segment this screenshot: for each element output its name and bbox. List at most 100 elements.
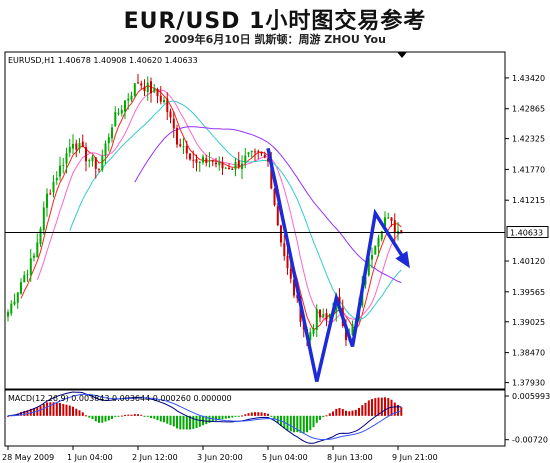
- macd-y-tick-label: -0.00720: [512, 436, 548, 445]
- candle-body: [120, 110, 123, 114]
- macd-histogram-bar: [328, 413, 331, 416]
- macd-histogram-bar: [319, 415, 321, 420]
- candle-body: [374, 245, 377, 255]
- y-tick-label: 1.40120: [512, 257, 545, 266]
- macd-histogram-bar: [260, 412, 263, 416]
- candle-body: [91, 156, 94, 162]
- macd-histogram-bar: [250, 412, 253, 416]
- candle-body: [49, 193, 52, 195]
- candle-body: [257, 151, 260, 153]
- macd-histogram-bar: [26, 410, 29, 416]
- macd-histogram-bar: [39, 406, 42, 416]
- candle-body: [33, 255, 35, 258]
- macd-histogram-bar: [364, 402, 367, 416]
- macd-histogram-bar: [156, 415, 159, 421]
- candle-body: [179, 144, 182, 147]
- y-tick-label: 1.37930: [512, 379, 545, 388]
- candle-body: [176, 128, 178, 145]
- macd-histogram-bar: [231, 415, 234, 418]
- candle-body: [371, 255, 373, 260]
- candle-body: [218, 161, 221, 166]
- macd-histogram-bar: [322, 415, 325, 418]
- candle-body: [143, 86, 146, 92]
- macd-histogram-bar: [59, 403, 61, 416]
- candle-body: [322, 314, 325, 318]
- macd-histogram-bar: [325, 415, 328, 417]
- macd-info: MACD(12,26,9) 0.003843 0.003644 0.000260…: [8, 394, 232, 403]
- projection-line: [266, 147, 410, 382]
- candle-body: [26, 274, 29, 276]
- candle-body: [231, 168, 234, 170]
- candle-body: [150, 81, 152, 94]
- macd-histogram-bar: [267, 413, 269, 416]
- candle-body: [68, 147, 71, 153]
- candle-body: [78, 143, 81, 149]
- candle-body: [169, 111, 172, 118]
- macd-histogram-bar: [153, 415, 156, 419]
- macd-histogram-bar: [205, 415, 208, 425]
- macd-histogram-bar: [182, 415, 185, 430]
- candle-body: [237, 160, 240, 168]
- shift-marker-icon: [397, 52, 407, 58]
- macd-histogram-bar: [218, 415, 221, 420]
- macd-histogram-bar: [208, 415, 211, 423]
- candle-body: [384, 217, 386, 231]
- candle-body: [247, 152, 250, 155]
- candle-body: [146, 82, 149, 92]
- macd-histogram-bar: [192, 415, 195, 429]
- x-tick-label: 1 Jun 04:00: [67, 453, 113, 462]
- y-tick-label: 1.41215: [512, 196, 545, 205]
- candle-body: [52, 181, 55, 193]
- y-tick-label: 1.43420: [512, 74, 545, 83]
- macd-y-tick-label: 0.005993: [512, 392, 550, 401]
- x-tick-label: 3 Jun 20:00: [197, 453, 243, 462]
- candle-body: [72, 144, 74, 149]
- macd-histogram-bar: [42, 404, 45, 416]
- macd-histogram-bar: [244, 414, 247, 416]
- candle-body: [36, 242, 39, 257]
- macd-histogram-bar: [380, 397, 383, 416]
- macd-histogram-bar: [62, 404, 65, 416]
- candle-body: [189, 153, 191, 160]
- candle-body: [42, 207, 45, 231]
- ma-line: [20, 84, 402, 331]
- macd-histogram-bar: [72, 406, 74, 416]
- candle-body: [159, 95, 162, 102]
- candle-body: [325, 313, 328, 320]
- macd-histogram-bar: [341, 409, 344, 416]
- macd-histogram-bar: [289, 415, 292, 432]
- macd-histogram-bar: [195, 415, 198, 429]
- macd-histogram-bar: [361, 405, 364, 416]
- x-tick-label: 28 May 2009: [2, 453, 54, 462]
- macd-histogram-bar: [81, 412, 84, 416]
- macd-histogram-bar: [185, 415, 188, 430]
- macd-histogram-bar: [397, 405, 399, 416]
- y-tick-label: 1.42325: [512, 135, 545, 144]
- candle-body: [387, 217, 390, 219]
- macd-histogram-bar: [332, 411, 334, 416]
- macd-histogram-bar: [400, 407, 403, 416]
- current-price-box: [506, 226, 549, 238]
- macd-histogram-bar: [120, 415, 123, 417]
- chart-subtitle: 2009年6月10日 凯斯顿：周游 ZHOU You: [164, 33, 386, 46]
- candle-body: [13, 301, 16, 305]
- macd-histogram-bar: [111, 415, 113, 419]
- macd-histogram-bar: [179, 415, 182, 430]
- y-tick-label: 1.41770: [512, 165, 545, 174]
- candle-body: [286, 256, 289, 269]
- y-tick-label: 1.38470: [512, 349, 545, 358]
- candle-body: [81, 141, 84, 147]
- macd-histogram-bar: [189, 415, 191, 430]
- macd-histogram-bar: [371, 399, 373, 416]
- macd-histogram-bar: [263, 413, 266, 416]
- candle-body: [312, 328, 315, 334]
- candle-body: [215, 162, 217, 165]
- candle-body: [172, 118, 175, 129]
- candle-body: [20, 282, 22, 294]
- candle-body: [393, 220, 396, 234]
- candle-body: [208, 160, 211, 162]
- candle-body: [228, 167, 230, 170]
- macd-histogram-bar: [114, 415, 117, 417]
- macd-histogram-bar: [104, 415, 107, 422]
